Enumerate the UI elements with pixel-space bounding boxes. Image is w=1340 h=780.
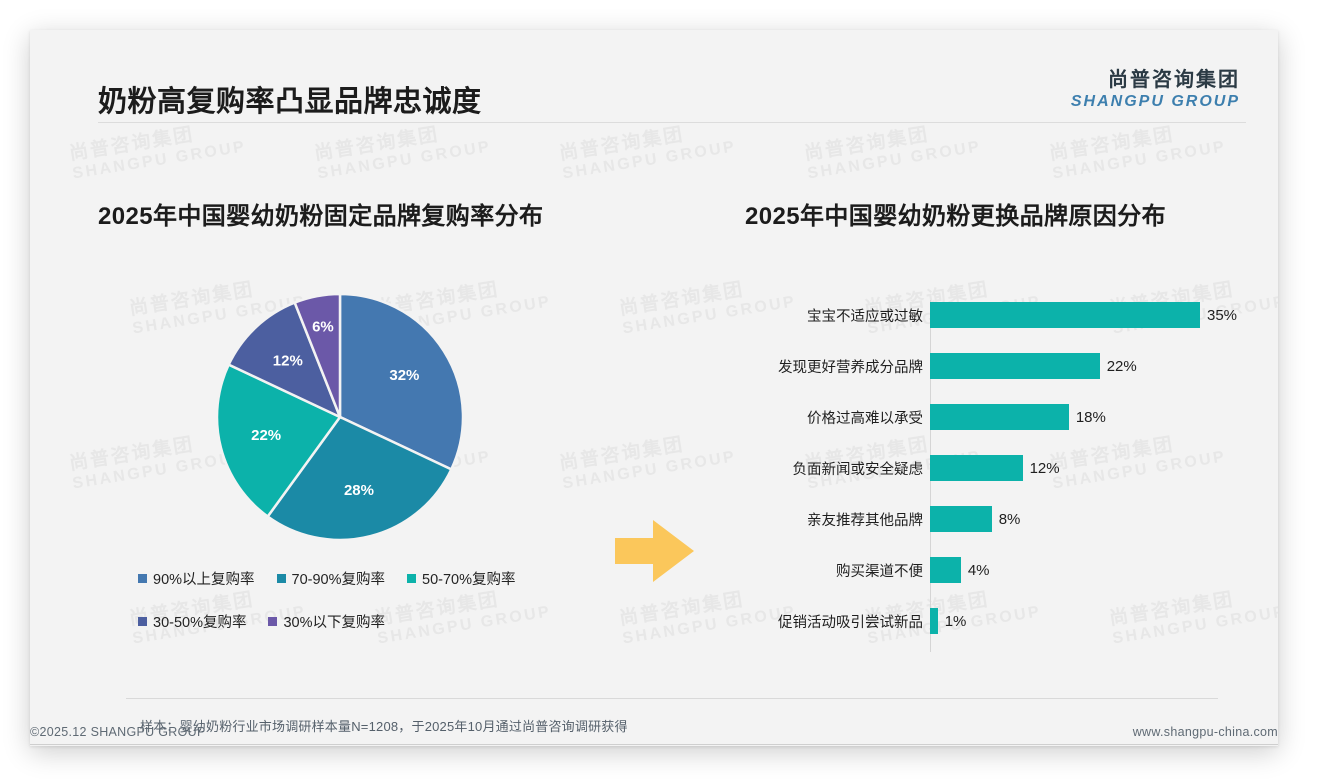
legend-label: 90%以上复购率 — [153, 572, 255, 588]
legend-swatch-icon — [407, 574, 417, 583]
bar-row: 价格过高难以承受 18% — [745, 404, 1245, 430]
slide-header: 奶粉高复购率凸显品牌忠诚度 尚普咨询集团 SHANGPU GROUP — [30, 30, 1278, 120]
pie-slice[interactable] — [293, 292, 342, 418]
legend-swatch-icon — [276, 574, 286, 583]
repurchase-rate-pie-chart: 32% 28% 22% 12% 6% — [215, 292, 465, 542]
bar-fill[interactable] — [930, 404, 1069, 430]
source-divider — [126, 698, 1218, 699]
legend-swatch-icon — [138, 574, 147, 583]
legend-label: 30%以下复购率 — [283, 615, 386, 631]
bar-fill[interactable] — [930, 506, 992, 532]
legend-item[interactable]: 90%以上复购率 — [138, 568, 255, 589]
bar-fill[interactable] — [930, 302, 1200, 328]
legend-item[interactable]: 30%以下复购率 — [268, 611, 385, 632]
bar-track: 8% — [930, 506, 1245, 532]
pie-slice-label: 12% — [273, 352, 303, 369]
slide-footer: ©2025.12 SHANGPU GROUP www.shangpu-china… — [0, 716, 1340, 756]
bar-category-label: 价格过高难以承受 — [807, 410, 923, 427]
bar-value-label: 1% — [944, 612, 967, 630]
legend-label: 70-90%复购率 — [291, 572, 386, 588]
header-divider — [98, 122, 1246, 123]
brand-name-en: SHANGPU GROUP — [1070, 93, 1240, 110]
bar-category-label: 宝宝不适应或过敏 — [807, 308, 923, 325]
bar-track: 1% — [930, 608, 1245, 634]
legend-swatch-icon — [138, 617, 147, 626]
bar-track: 4% — [930, 557, 1245, 583]
pie-legend: 90%以上复购率 70-90%复购率 50-70%复购率 30-50%复购率 30%以下… — [138, 568, 608, 654]
bar-row: 宝宝不适应或过敏 35% — [745, 302, 1245, 328]
bar-value-label: 35% — [1207, 306, 1238, 324]
pie-slice[interactable] — [227, 301, 343, 420]
source-note: 样本：婴幼奶粉行业市场调研样本量N=1208，于2025年10月通过尚普咨询调研… — [140, 719, 628, 734]
bar-category-label: 亲友推荐其他品牌 — [807, 512, 923, 529]
footer-copyright: ©2025.12 SHANGPU GROUP — [30, 725, 206, 739]
footer-divider — [30, 744, 1278, 745]
legend-label: 50-70%复购率 — [422, 572, 516, 588]
bar-category-label: 购买渠道不便 — [836, 563, 923, 580]
bar-track: 18% — [930, 404, 1245, 430]
bar-fill[interactable] — [930, 557, 961, 583]
pie-slice-label: 6% — [312, 319, 334, 336]
bar-row: 发现更好营养成分品牌 22% — [745, 353, 1245, 379]
bar-track: 35% — [930, 302, 1245, 328]
content-area: 2025年中国婴幼奶粉固定品牌复购率分布 2025年中国婴幼奶粉更换品牌原因分布… — [30, 140, 1278, 680]
legend-row: 90%以上复购率 70-90%复购率 50-70%复购率 — [138, 568, 608, 589]
bar-category-label: 负面新闻或安全疑虑 — [792, 461, 924, 478]
legend-item[interactable]: 50-70%复购率 — [407, 568, 516, 589]
bar-track: 12% — [930, 455, 1245, 481]
legend-swatch-icon — [268, 617, 278, 626]
bar-value-label: 22% — [1106, 357, 1137, 375]
legend-item[interactable]: 70-90%复购率 — [276, 568, 386, 589]
arrow-right-icon — [615, 518, 695, 584]
bar-fill[interactable] — [930, 608, 938, 634]
footer-url: www.shangpu-china.com — [1132, 725, 1278, 739]
bar-track: 22% — [930, 353, 1245, 379]
brand-name-cn: 尚普咨询集团 — [1108, 69, 1240, 91]
bar-value-label: 4% — [967, 561, 990, 579]
bar-value-label: 12% — [1029, 459, 1060, 477]
legend-row: 30-50%复购率 30%以下复购率 — [138, 611, 608, 632]
switch-reason-bar-chart: 宝宝不适应或过敏 35% 发现更好营养成分品牌 22% 价格过高难以承受 18% 负面新闻或… — [745, 292, 1245, 657]
bar-row: 促销活动吸引尝试新品 1% — [745, 608, 1245, 634]
left-chart-title: 2025年中国婴幼奶粉固定品牌复购率分布 — [98, 203, 544, 230]
bar-fill[interactable] — [930, 353, 1100, 379]
bar-row: 购买渠道不便 4% — [745, 557, 1245, 583]
bar-category-label: 促销活动吸引尝试新品 — [778, 614, 923, 631]
bar-value-label: 8% — [998, 510, 1021, 528]
bar-fill[interactable] — [930, 455, 1023, 481]
bar-row: 亲友推荐其他品牌 8% — [745, 506, 1245, 532]
bar-value-label: 18% — [1075, 408, 1106, 426]
slide-canvas: 尚普咨询集团 SHANGPU GROUP 尚普咨询集团 SHANGPU GROUP 尚普… — [30, 30, 1278, 746]
bar-category-label: 发现更好营养成分品牌 — [778, 359, 923, 376]
bar-row: 负面新闻或安全疑虑 12% — [745, 455, 1245, 481]
arrow-right-svg — [615, 520, 694, 582]
legend-item[interactable]: 30-50%复购率 — [138, 611, 246, 632]
pie-slice[interactable] — [338, 292, 465, 472]
pie-slice-label: 32% — [389, 367, 419, 384]
pie-slice-label: 22% — [251, 427, 281, 444]
legend-label: 30-50%复购率 — [153, 615, 247, 631]
pie-slice[interactable] — [265, 415, 453, 542]
right-chart-title: 2025年中国婴幼奶粉更换品牌原因分布 — [745, 203, 1166, 230]
page-title: 奶粉高复购率凸显品牌忠诚度 — [98, 86, 482, 118]
brand-logo: 尚普咨询集团 SHANGPU GROUP — [1071, 63, 1240, 111]
pie-slice-label: 28% — [344, 482, 374, 499]
pie-svg: 32% 28% 22% 12% 6% — [215, 292, 465, 542]
